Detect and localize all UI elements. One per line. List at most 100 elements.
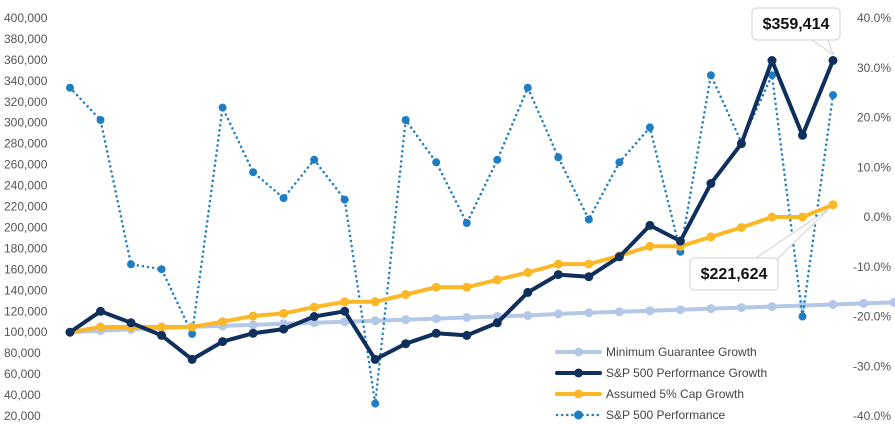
data-point xyxy=(523,83,532,92)
data-point xyxy=(523,311,533,320)
left-tick-label: 340,000 xyxy=(4,74,48,88)
data-point xyxy=(401,339,411,349)
data-point xyxy=(614,307,624,317)
left-tick-label: 60,000 xyxy=(4,367,41,381)
data-point xyxy=(157,330,167,340)
data-point xyxy=(218,337,228,347)
callout-box xyxy=(751,7,841,41)
callout-box xyxy=(689,257,779,291)
data-point xyxy=(126,318,136,328)
legend-swatch-marker xyxy=(574,410,583,420)
data-point xyxy=(431,282,441,292)
legend-swatch-marker xyxy=(574,347,583,357)
data-point xyxy=(248,311,258,321)
data-point xyxy=(157,322,167,332)
right-tick-label: 10.0% xyxy=(857,160,891,174)
data-point xyxy=(614,252,624,262)
data-point xyxy=(615,158,624,167)
data-point xyxy=(889,297,895,307)
data-point xyxy=(462,330,472,340)
data-point xyxy=(645,241,655,251)
data-point xyxy=(829,91,837,100)
data-point xyxy=(462,282,472,292)
data-point xyxy=(96,322,105,332)
left-tick-label: 400,000 xyxy=(4,11,48,25)
callout-label: $221,624 xyxy=(701,266,768,283)
data-point xyxy=(401,290,411,299)
data-point xyxy=(767,56,777,65)
left-tick-label: 40,000 xyxy=(4,388,41,402)
left-tick-label: 140,000 xyxy=(4,283,48,297)
data-point xyxy=(584,308,594,318)
left-tick-label: 80,000 xyxy=(4,346,41,360)
data-point xyxy=(706,304,716,314)
data-point xyxy=(584,215,593,224)
data-point xyxy=(736,139,746,149)
series-s-p-500-performance-growth xyxy=(65,56,838,364)
data-point xyxy=(675,305,685,315)
data-point xyxy=(767,212,777,222)
left-tick-label: 160,000 xyxy=(4,262,48,276)
data-point xyxy=(828,56,838,65)
legend-item: Minimum Guarantee Growth xyxy=(555,345,757,359)
data-point xyxy=(187,354,197,364)
callout-layer: $359,414 $221,624 xyxy=(689,7,841,291)
data-point xyxy=(309,302,319,312)
data-point xyxy=(340,195,349,204)
data-point xyxy=(187,322,197,332)
left-tick-label: 300,000 xyxy=(4,116,48,130)
data-point xyxy=(462,219,471,227)
callout-pointer xyxy=(755,208,830,265)
data-point xyxy=(370,297,380,307)
callout-cap-growth-final-value: $221,624 xyxy=(689,208,830,291)
legend-item: S&P 500 Performance xyxy=(555,408,726,422)
legend: Minimum Guarantee Growth S&P 500 Performa… xyxy=(555,345,767,422)
data-point xyxy=(370,354,380,364)
right-tick-label: -10.0% xyxy=(853,260,891,274)
data-point xyxy=(279,308,289,318)
data-point xyxy=(279,324,289,334)
left-tick-label: 360,000 xyxy=(4,53,48,67)
data-point xyxy=(553,309,563,319)
legend-item: S&P 500 Performance Growth xyxy=(555,366,767,380)
data-point xyxy=(584,259,594,269)
callout-pointer xyxy=(811,39,834,56)
series-line xyxy=(68,73,835,405)
data-point xyxy=(65,327,75,337)
legend-item: Assumed 5% Cap Growth xyxy=(555,387,744,401)
legend-label: Minimum Guarantee Growth xyxy=(606,345,757,359)
data-point xyxy=(828,200,838,210)
data-point xyxy=(553,259,563,269)
legend-swatch-marker xyxy=(574,368,583,378)
data-point xyxy=(767,302,777,312)
data-point xyxy=(218,317,228,327)
data-point xyxy=(798,130,807,140)
data-point xyxy=(523,287,533,297)
series-line xyxy=(68,202,835,335)
data-point xyxy=(859,298,868,308)
data-point xyxy=(492,318,502,328)
right-tick-label: 0.0% xyxy=(864,210,892,224)
data-point xyxy=(279,194,288,203)
data-point xyxy=(736,223,746,232)
data-point xyxy=(371,399,380,408)
data-point xyxy=(736,303,746,313)
data-point xyxy=(706,232,716,242)
data-point xyxy=(523,268,533,277)
left-tick-label: 100,000 xyxy=(4,325,48,339)
left-tick-label: 20,000 xyxy=(4,409,41,423)
data-point xyxy=(554,153,563,162)
data-point xyxy=(248,320,258,330)
right-tick-label: -30.0% xyxy=(853,359,891,373)
data-point xyxy=(431,314,441,324)
data-point xyxy=(584,272,594,282)
left-axis-labels: 400,000 380,000 360,000 340,000 320,000 300,0… xyxy=(4,11,48,423)
data-point xyxy=(340,317,350,327)
right-tick-label: -40.0% xyxy=(853,409,891,423)
callout-sp500-final-value: $359,414 xyxy=(751,7,841,56)
data-point xyxy=(645,306,655,316)
data-point xyxy=(462,313,472,322)
data-point xyxy=(248,328,258,338)
data-point xyxy=(645,123,654,132)
legend-swatch-marker xyxy=(574,389,583,399)
